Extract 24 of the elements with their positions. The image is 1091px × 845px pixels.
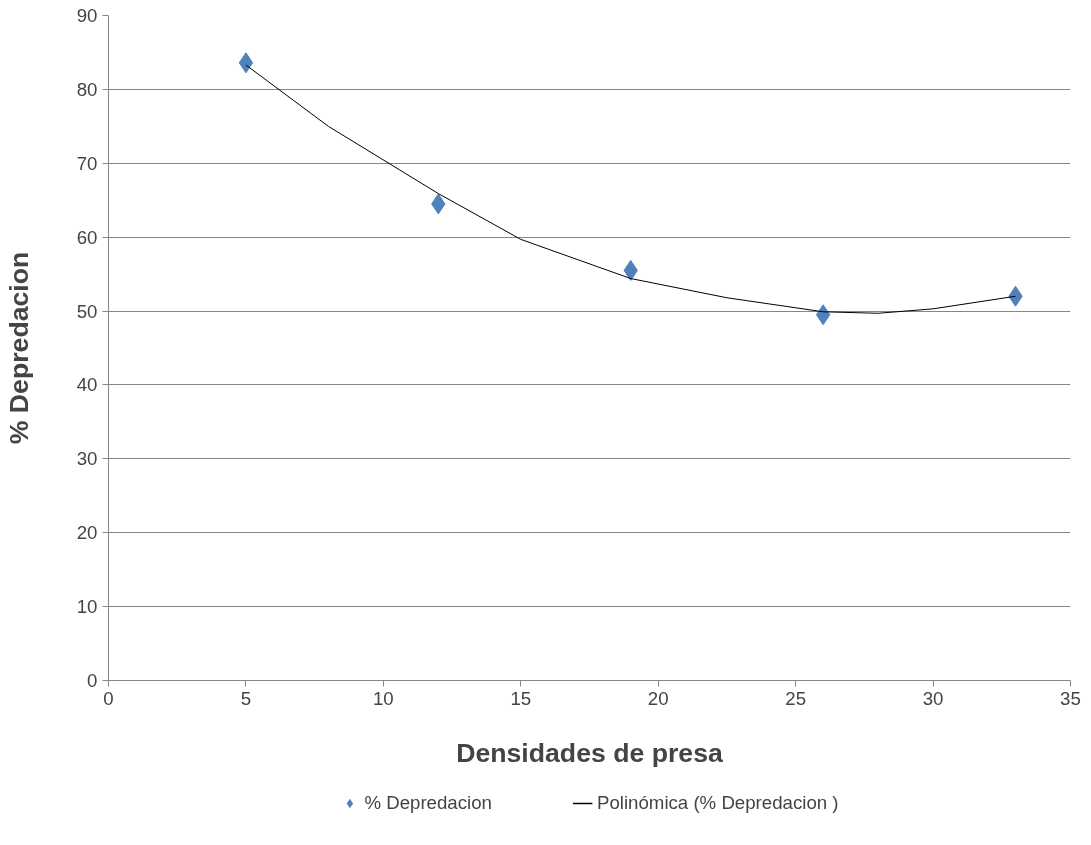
- y-tick-label: 60: [76, 226, 98, 248]
- y-tick-label: 80: [76, 78, 98, 100]
- x-tick-label: 10: [372, 687, 394, 709]
- x-tick-label: 20: [647, 687, 669, 709]
- x-tick-label: 15: [510, 687, 532, 709]
- y-tick-label: 30: [76, 448, 98, 470]
- y-tick-label: 40: [76, 374, 98, 396]
- y-axis-title: % Depredacion: [3, 251, 34, 445]
- y-tick-label: 0: [87, 670, 98, 691]
- x-tick-label: 5: [240, 687, 252, 709]
- x-axis-title: Densidades de presa: [456, 737, 724, 768]
- legend-label: Polinómica (% Depredacion ): [596, 791, 839, 814]
- point: [238, 52, 254, 74]
- x-tick-label: 30: [922, 687, 944, 709]
- x-tick-label: 25: [785, 687, 807, 709]
- y-tick-label: 10: [76, 596, 98, 618]
- y-tick-label: 20: [76, 522, 98, 544]
- x-tick-label: 0: [103, 687, 114, 709]
- y-tick-label: 50: [76, 300, 98, 322]
- x-tick-label: 35: [1060, 687, 1081, 709]
- legend-label: % Depredacion: [364, 791, 492, 814]
- point: [815, 304, 831, 326]
- y-tick-label: 90: [76, 5, 98, 26]
- y-tick-label: 70: [76, 152, 98, 174]
